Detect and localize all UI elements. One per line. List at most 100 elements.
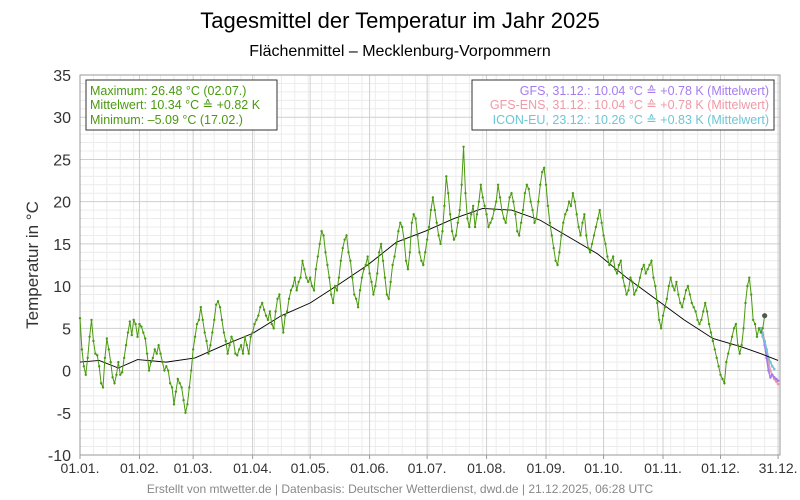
observed-point [280, 314, 283, 317]
observed-point [255, 318, 258, 322]
observed-point [289, 289, 293, 292]
observed-point [393, 255, 396, 258]
observed-point [335, 289, 339, 292]
latest-observation-marker [762, 313, 768, 319]
observed-point [751, 318, 755, 322]
observed-point [97, 365, 101, 368]
icon-eu-point [765, 348, 768, 351]
observed-point [130, 333, 133, 337]
observed-point [615, 272, 619, 275]
observed-point [120, 371, 124, 374]
observed-point [153, 348, 156, 351]
observed-point [709, 331, 713, 334]
observed-point [698, 322, 701, 326]
observed-point [569, 204, 573, 208]
observed-point [270, 322, 273, 326]
observed-point [284, 314, 287, 317]
observed-point [105, 337, 109, 340]
observed-point [750, 293, 753, 296]
observed-point [529, 200, 532, 203]
observed-point [552, 246, 555, 250]
observed-point [611, 255, 615, 258]
observed-point [736, 344, 740, 347]
observed-point [456, 221, 460, 224]
observed-point [376, 272, 379, 275]
observed-line [79, 146, 766, 413]
icon-eu-point [769, 360, 772, 364]
observed-point [579, 234, 582, 237]
observed-point [201, 318, 204, 322]
observed-point [330, 293, 333, 296]
observed-point [705, 310, 709, 313]
observed-point [126, 331, 130, 334]
observed-point [498, 196, 502, 199]
observed-point [537, 200, 540, 203]
observed-point [82, 365, 86, 368]
observed-point [101, 386, 105, 389]
observed-point [546, 204, 550, 208]
observed-point [734, 322, 738, 326]
observed-point [124, 344, 128, 347]
observed-point [521, 208, 525, 212]
observed-point [132, 318, 135, 322]
observed-point [314, 268, 318, 271]
icon-eu-point [761, 335, 765, 339]
observed-point [176, 377, 180, 381]
observed-point [291, 284, 295, 288]
observed-point [318, 242, 321, 246]
observed-point [475, 213, 479, 216]
observed-point [629, 276, 632, 279]
observed-point [234, 352, 237, 355]
observed-point [147, 369, 151, 372]
observed-point [138, 322, 141, 326]
observed-point [531, 208, 534, 212]
observed-point [556, 263, 559, 267]
observed-point [435, 221, 438, 224]
observed-point [588, 251, 592, 254]
observed-point [661, 314, 665, 317]
observed-point [542, 166, 546, 170]
observed-point [308, 276, 312, 279]
observed-point [78, 317, 82, 320]
x-tick-label: 01.09. [527, 460, 566, 476]
observed-point [264, 314, 268, 317]
observed-point [374, 284, 377, 288]
x-tick-label: 31.12. [759, 460, 798, 476]
observed-point [431, 196, 435, 199]
observed-point [364, 263, 367, 267]
observed-point [163, 369, 166, 372]
observed-point [253, 322, 256, 326]
observed-point [636, 284, 640, 288]
observed-point [320, 230, 323, 233]
observed-point [721, 377, 724, 381]
observed-point [366, 255, 369, 258]
chart-title: Tagesmittel der Temperatur im Jahr 2025 [200, 8, 599, 33]
observed-point [732, 327, 736, 330]
observed-point [702, 310, 705, 313]
observed-point [99, 382, 103, 385]
x-tick-label: 01.07. [408, 460, 447, 476]
observed-point [134, 322, 137, 326]
observed-point [494, 200, 498, 203]
observed-point [402, 238, 406, 241]
observed-point [527, 187, 530, 191]
observed-point [226, 352, 229, 355]
observed-point [759, 331, 763, 334]
observed-point [312, 289, 316, 292]
observed-point [213, 318, 216, 322]
observed-point [755, 335, 759, 338]
observed-point [596, 217, 600, 220]
observed-point [193, 335, 197, 338]
observed-point [753, 322, 757, 326]
observed-point [266, 318, 270, 322]
observed-point [178, 382, 181, 385]
observed-point [245, 344, 249, 347]
observed-point [207, 352, 210, 355]
observed-point [174, 390, 178, 393]
observed-point [197, 318, 201, 322]
observed-point [560, 234, 563, 237]
observed-point [249, 335, 252, 338]
observed-point [343, 238, 346, 241]
observed-point [667, 284, 670, 288]
observed-point [354, 297, 358, 300]
